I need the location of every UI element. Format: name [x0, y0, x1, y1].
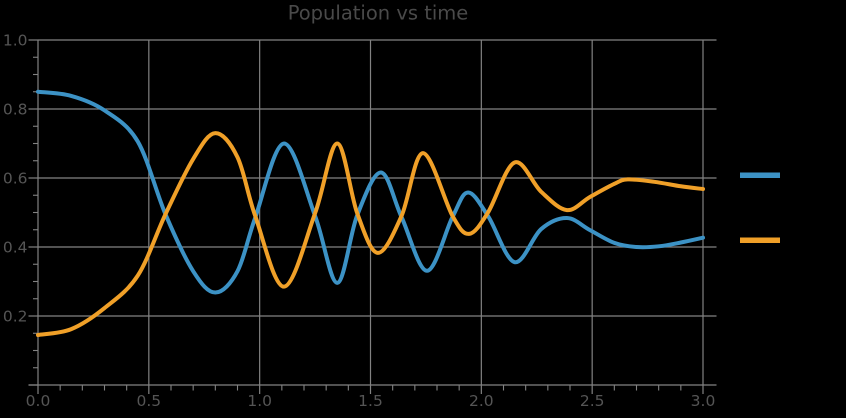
y-tick-label-0.6: 0.6: [3, 170, 28, 188]
x-tick-label-3.0: 3.0: [691, 392, 716, 410]
y-tick-label-1.0: 1.0: [3, 32, 28, 50]
series-lines: [36, 89, 705, 337]
series-line-series2: [36, 131, 705, 337]
y-tick-label-0.8: 0.8: [3, 101, 28, 119]
x-tick-label-1.5: 1.5: [358, 392, 383, 410]
y-tick-label-0.4: 0.4: [3, 239, 28, 257]
y-tick-label-0.2: 0.2: [3, 308, 28, 326]
series-line-series1: [36, 89, 705, 295]
x-tick-labels: 0.0 0.5 1.0 1.5 2.0 2.5 3.0: [26, 392, 716, 410]
legend-handle-series2: [740, 237, 780, 243]
x-tick-label-0.5: 0.5: [137, 392, 162, 410]
x-tick-label-1.0: 1.0: [247, 392, 272, 410]
legend-handle-series1: [740, 172, 780, 178]
x-tick-label-2.5: 2.5: [580, 392, 605, 410]
chart-title: Population vs time: [288, 2, 469, 25]
x-tick-label-2.0: 2.0: [469, 392, 494, 410]
axis-ticks: [28, 39, 704, 394]
x-tick-label-0.0: 0.0: [26, 392, 51, 410]
legend: [740, 172, 780, 243]
y-tick-labels: 1.0 0.8 0.6 0.4 0.2: [3, 32, 28, 326]
grid-lines: [28, 39, 717, 386]
